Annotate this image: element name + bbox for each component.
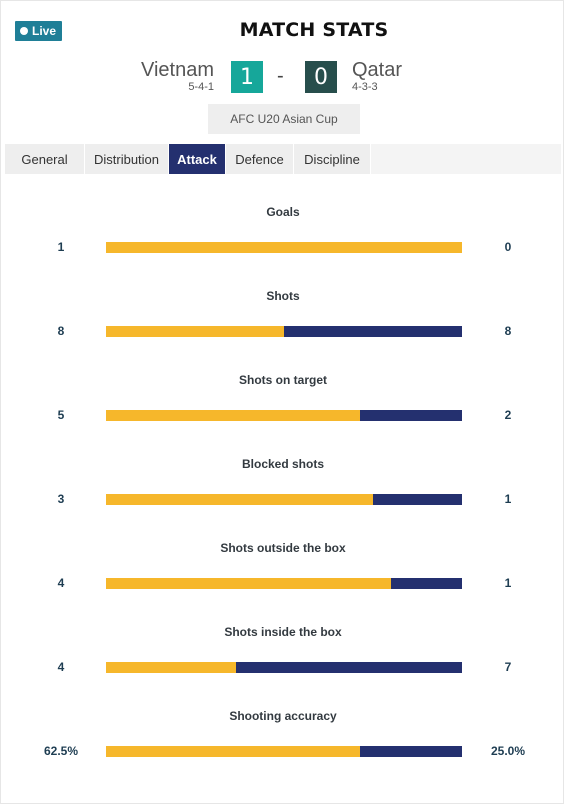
stat-bar-home-fill — [106, 578, 391, 589]
home-team-name: Vietnam — [140, 59, 214, 81]
stat-row-blocked-shots: Blocked shots 3 1 — [1, 449, 564, 533]
tab-discipline[interactable]: Discipline — [294, 144, 371, 174]
stat-bar — [106, 326, 462, 337]
stat-bar — [106, 242, 462, 253]
stat-bar — [106, 578, 462, 589]
stat-label: Blocked shots — [241, 457, 325, 471]
stat-bar-home-fill — [106, 242, 462, 253]
stat-bar — [106, 662, 462, 673]
live-badge: Live — [15, 21, 63, 41]
stat-label: Shooting accuracy — [229, 709, 337, 723]
page-title: MATCH STATS — [239, 19, 389, 41]
stat-home-value: 1 — [57, 240, 65, 254]
stat-home-value: 8 — [57, 324, 65, 338]
stat-bar-home-fill — [106, 746, 361, 757]
stat-row-shots-on-target: Shots on target 5 2 — [1, 365, 564, 449]
stat-row-shooting-accuracy: Shooting accuracy 62.5% 25.0% — [1, 701, 564, 785]
competition-label: AFC U20 Asian Cup — [208, 104, 360, 134]
stat-away-value: 1 — [504, 576, 512, 590]
stat-away-value: 7 — [504, 660, 512, 674]
stat-label: Shots — [266, 289, 300, 303]
home-score: 1 — [231, 61, 263, 93]
stat-home-value: 4 — [57, 660, 65, 674]
stats-list: Goals 1 0 Shots 8 8 Shots on target 5 2 … — [1, 197, 564, 785]
away-team-formation: 4-3-3 — [352, 81, 378, 93]
stat-label: Shots inside the box — [224, 625, 342, 639]
stat-row-goals: Goals 1 0 — [1, 197, 564, 281]
stat-bar-home-fill — [106, 326, 284, 337]
stat-away-value: 25.0% — [490, 744, 526, 758]
stat-bar-home-fill — [106, 494, 373, 505]
stat-bar — [106, 494, 462, 505]
home-team-formation: 5-4-1 — [188, 81, 214, 93]
stats-tabs: General Distribution Attack Defence Disc… — [5, 144, 561, 174]
tab-general[interactable]: General — [5, 144, 85, 174]
stat-bar-home-fill — [106, 662, 236, 673]
stat-home-value: 5 — [57, 408, 65, 422]
stat-label: Shots outside the box — [220, 541, 346, 555]
score-separator: - — [277, 65, 284, 87]
away-team-name: Qatar — [352, 59, 403, 81]
stat-label: Shots on target — [238, 373, 327, 387]
stat-away-value: 0 — [504, 240, 512, 254]
stat-away-value: 8 — [504, 324, 512, 338]
stat-away-value: 2 — [504, 408, 512, 422]
stat-away-value: 1 — [504, 492, 512, 506]
stat-bar-home-fill — [106, 410, 361, 421]
tab-attack[interactable]: Attack — [169, 144, 226, 174]
live-label: Live — [32, 24, 57, 38]
away-score: 0 — [305, 61, 337, 93]
tab-distribution[interactable]: Distribution — [85, 144, 169, 174]
stat-label: Goals — [266, 205, 300, 219]
stat-home-value: 3 — [57, 492, 65, 506]
stat-home-value: 4 — [57, 576, 65, 590]
stat-home-value: 62.5% — [43, 744, 79, 758]
stat-row-shots-inside-box: Shots inside the box 4 7 — [1, 617, 564, 701]
stat-bar — [106, 410, 462, 421]
live-dot-icon — [20, 27, 28, 35]
stat-row-shots-outside-box: Shots outside the box 4 1 — [1, 533, 564, 617]
stat-row-shots: Shots 8 8 — [1, 281, 564, 365]
stat-bar — [106, 746, 462, 757]
tab-defence[interactable]: Defence — [226, 144, 294, 174]
